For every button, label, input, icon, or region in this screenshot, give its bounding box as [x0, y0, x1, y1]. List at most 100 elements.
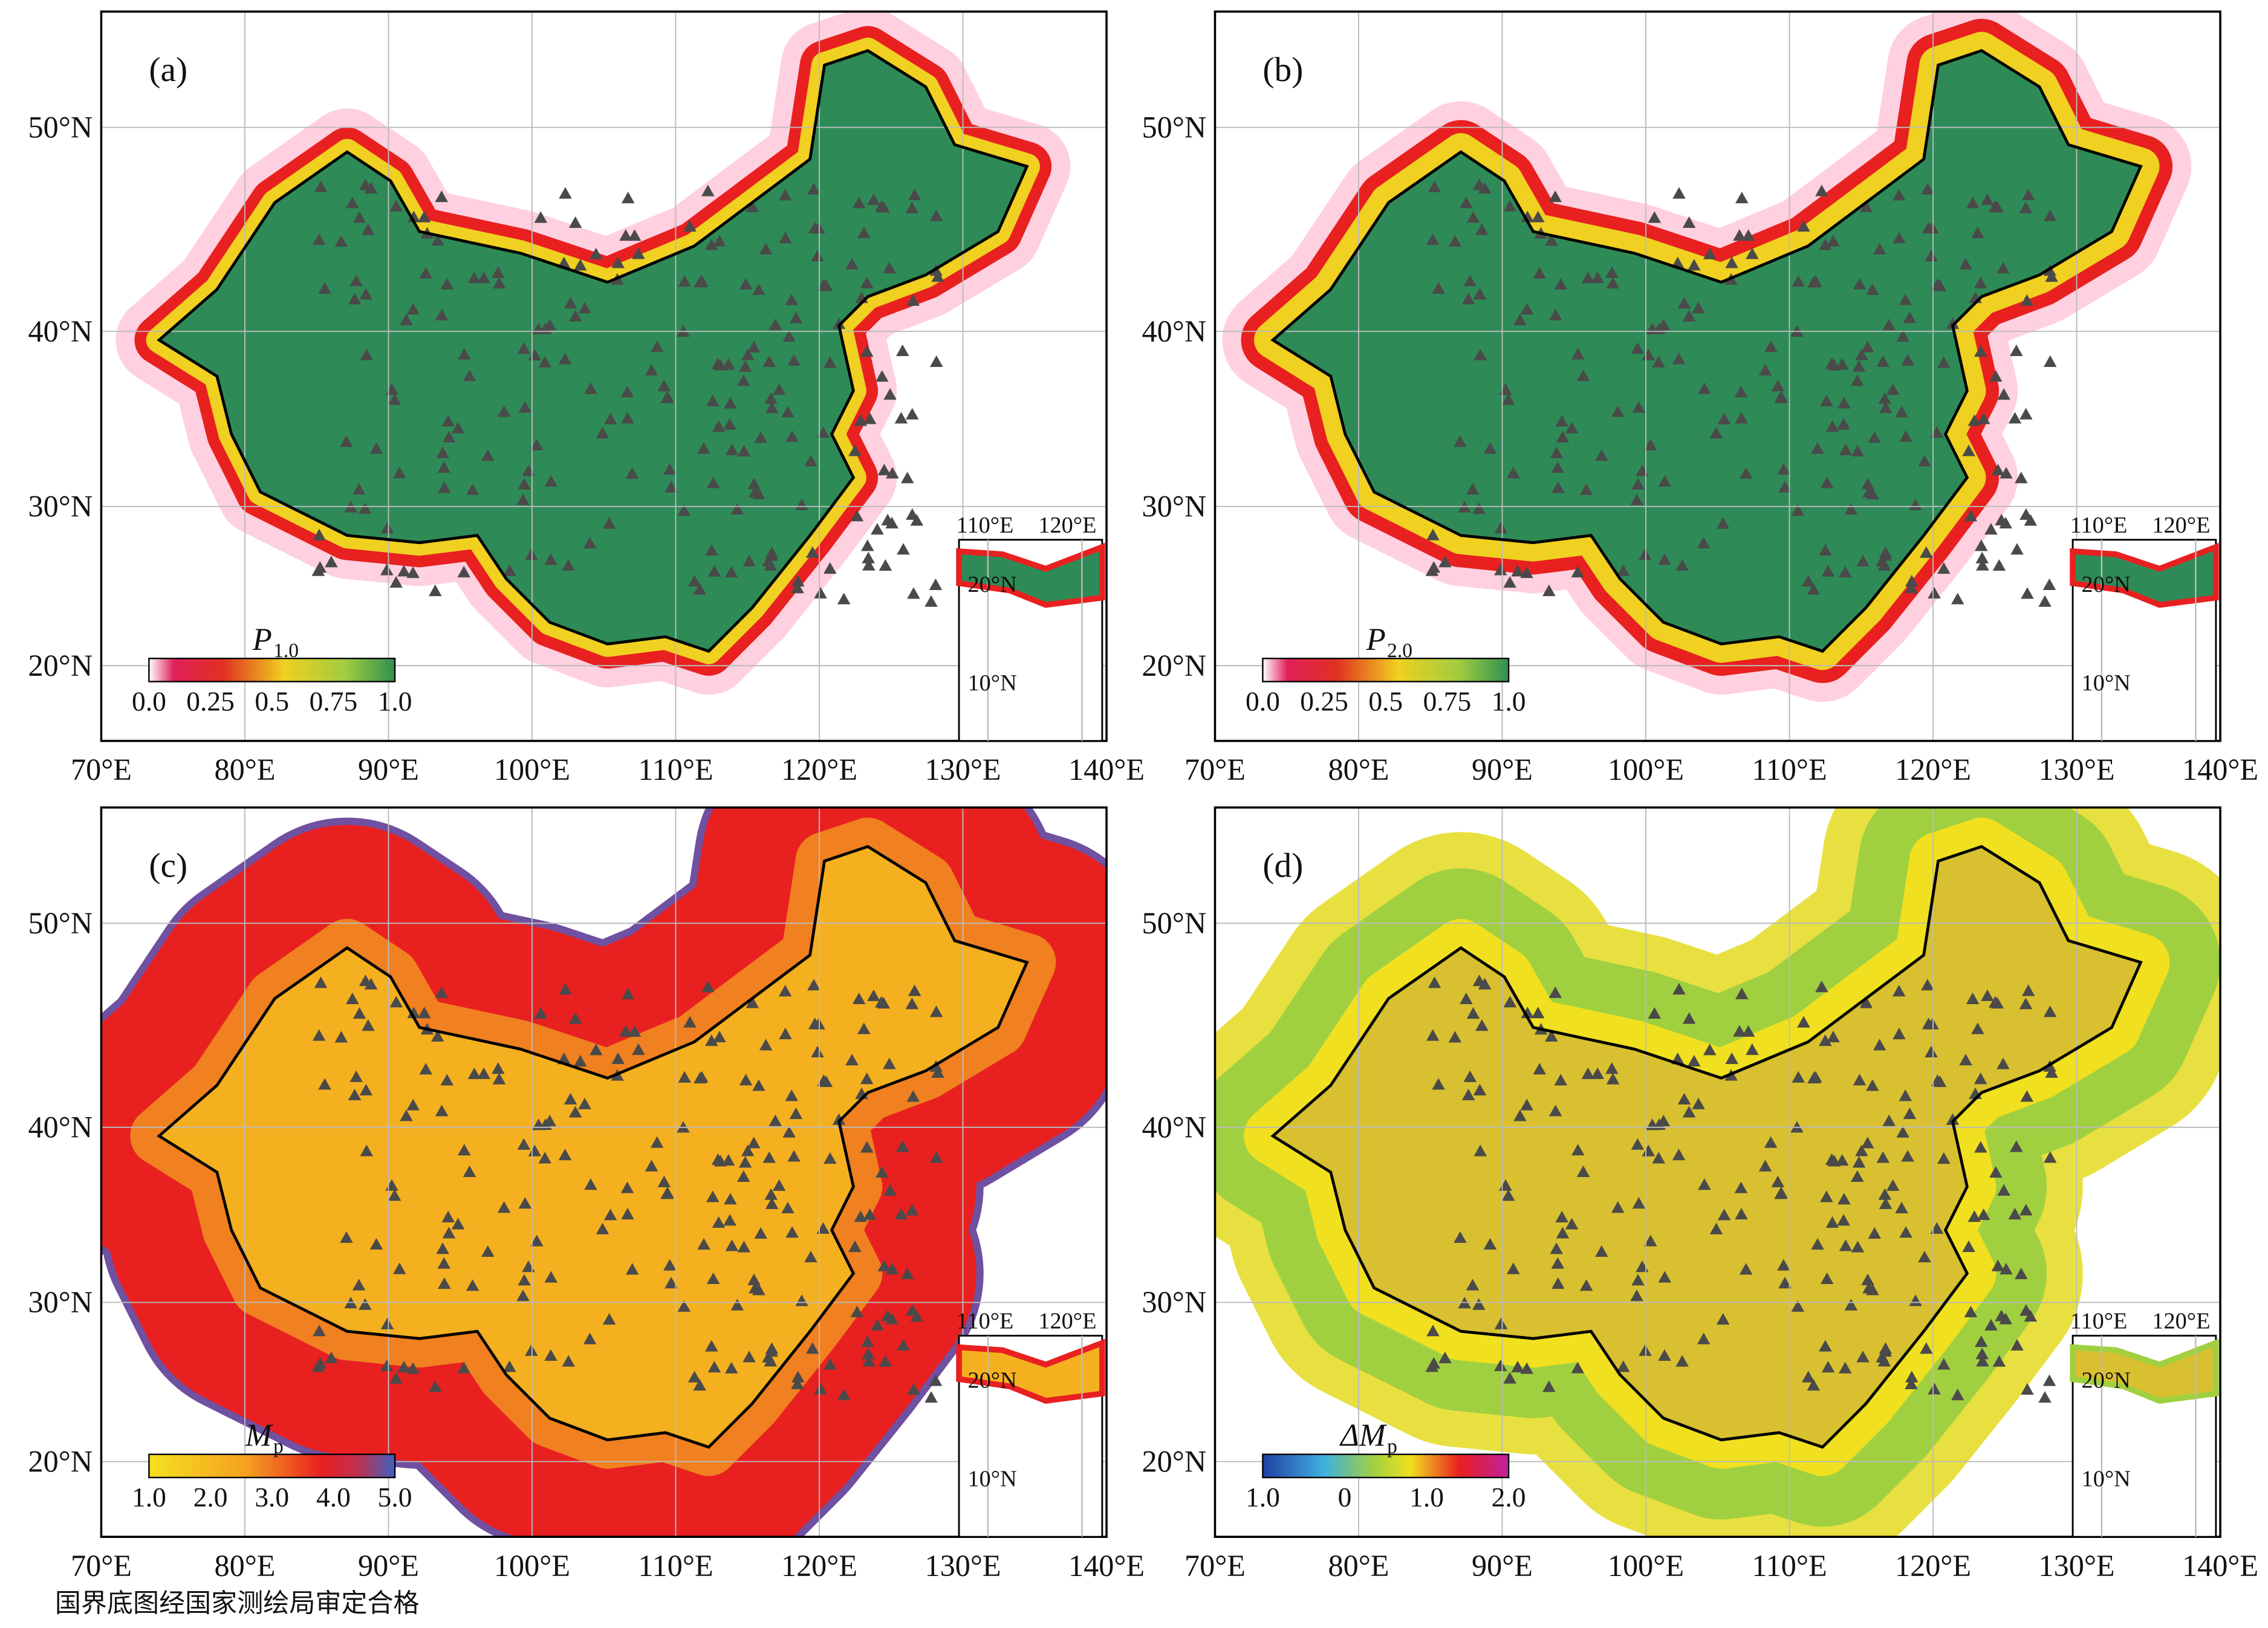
x-tick-label: 130°E — [2038, 753, 2114, 786]
station — [346, 196, 359, 209]
station — [687, 574, 701, 587]
station — [1777, 463, 1790, 475]
station — [437, 1257, 451, 1269]
station — [516, 493, 530, 505]
station — [791, 1370, 805, 1383]
station — [1483, 1237, 1497, 1250]
station — [589, 247, 603, 259]
border — [1270, 49, 2143, 653]
station — [435, 1104, 449, 1117]
station — [1521, 210, 1535, 222]
station — [871, 1318, 884, 1331]
station — [2008, 1207, 2022, 1220]
station — [650, 1136, 664, 1148]
station — [1555, 415, 1568, 427]
station — [517, 342, 531, 354]
station — [677, 504, 691, 516]
station — [848, 444, 862, 456]
station — [1501, 393, 1515, 405]
colorbar-tick: 0.5 — [1368, 686, 1403, 716]
station — [538, 355, 551, 368]
colorbar: P 2.0 0.0 0.25 0.5 0.75 1.0 — [1246, 622, 1526, 717]
station — [1801, 574, 1815, 587]
inset-coast — [2070, 542, 2219, 608]
x-tick-label: 140°E — [2182, 1549, 2258, 1583]
station — [1819, 238, 1832, 250]
station — [791, 582, 804, 594]
station — [1764, 340, 1778, 352]
colorbar-tick: 1.0 — [132, 1482, 166, 1513]
station — [693, 583, 707, 595]
station — [906, 1304, 919, 1316]
station — [860, 276, 874, 288]
colorbar-tick: 0.75 — [310, 686, 358, 716]
station — [388, 1189, 401, 1201]
station — [1733, 1025, 1746, 1037]
station — [1448, 1031, 1462, 1043]
station — [1962, 444, 1975, 456]
station — [389, 576, 403, 588]
station — [431, 1030, 444, 1042]
station — [2042, 1374, 2056, 1386]
station — [1819, 1034, 1832, 1046]
station — [785, 1089, 798, 1101]
station — [1725, 256, 1738, 268]
station — [1545, 234, 1558, 246]
station — [1918, 455, 1931, 467]
station — [1931, 1074, 1945, 1086]
station — [568, 1012, 582, 1024]
station — [1501, 1189, 1515, 1201]
station — [1920, 1342, 1933, 1354]
station — [544, 1271, 558, 1283]
station — [578, 1097, 591, 1109]
station — [1859, 200, 1873, 212]
station — [1511, 565, 1524, 577]
station — [620, 385, 634, 398]
station — [2020, 1090, 2034, 1102]
station — [1801, 1370, 1815, 1383]
station — [625, 467, 639, 479]
station — [883, 261, 896, 274]
station — [492, 266, 505, 278]
station — [1905, 1377, 1918, 1389]
station — [706, 1190, 720, 1202]
station — [463, 369, 476, 381]
station — [431, 234, 444, 246]
station — [1571, 348, 1585, 360]
station — [1428, 180, 1441, 192]
station — [705, 1034, 718, 1046]
station — [1631, 1138, 1645, 1150]
station — [705, 1340, 718, 1352]
station — [358, 502, 372, 514]
station — [730, 502, 744, 515]
station — [1988, 996, 2002, 1008]
station — [723, 418, 736, 430]
station — [1533, 267, 1546, 279]
station — [1644, 438, 1657, 451]
station — [1503, 1372, 1516, 1384]
station — [1879, 1197, 1893, 1209]
station — [1550, 1242, 1563, 1254]
station — [897, 1338, 910, 1351]
station — [1703, 1043, 1717, 1056]
station — [1811, 1238, 1824, 1250]
station — [677, 1300, 691, 1312]
station — [1472, 502, 1486, 514]
station — [1879, 401, 1893, 413]
station — [1809, 275, 1822, 287]
inset-y-tick: 10°N — [968, 1466, 1017, 1491]
station — [1959, 258, 1972, 270]
station — [1967, 1210, 1981, 1222]
station — [1725, 1052, 1738, 1065]
station — [860, 1335, 874, 1347]
station — [910, 1310, 924, 1322]
station — [1937, 1152, 1951, 1164]
station — [1677, 297, 1691, 309]
station — [334, 1031, 348, 1043]
station — [908, 188, 921, 201]
station — [1554, 277, 1568, 290]
station — [1617, 564, 1630, 576]
station — [1475, 223, 1489, 235]
